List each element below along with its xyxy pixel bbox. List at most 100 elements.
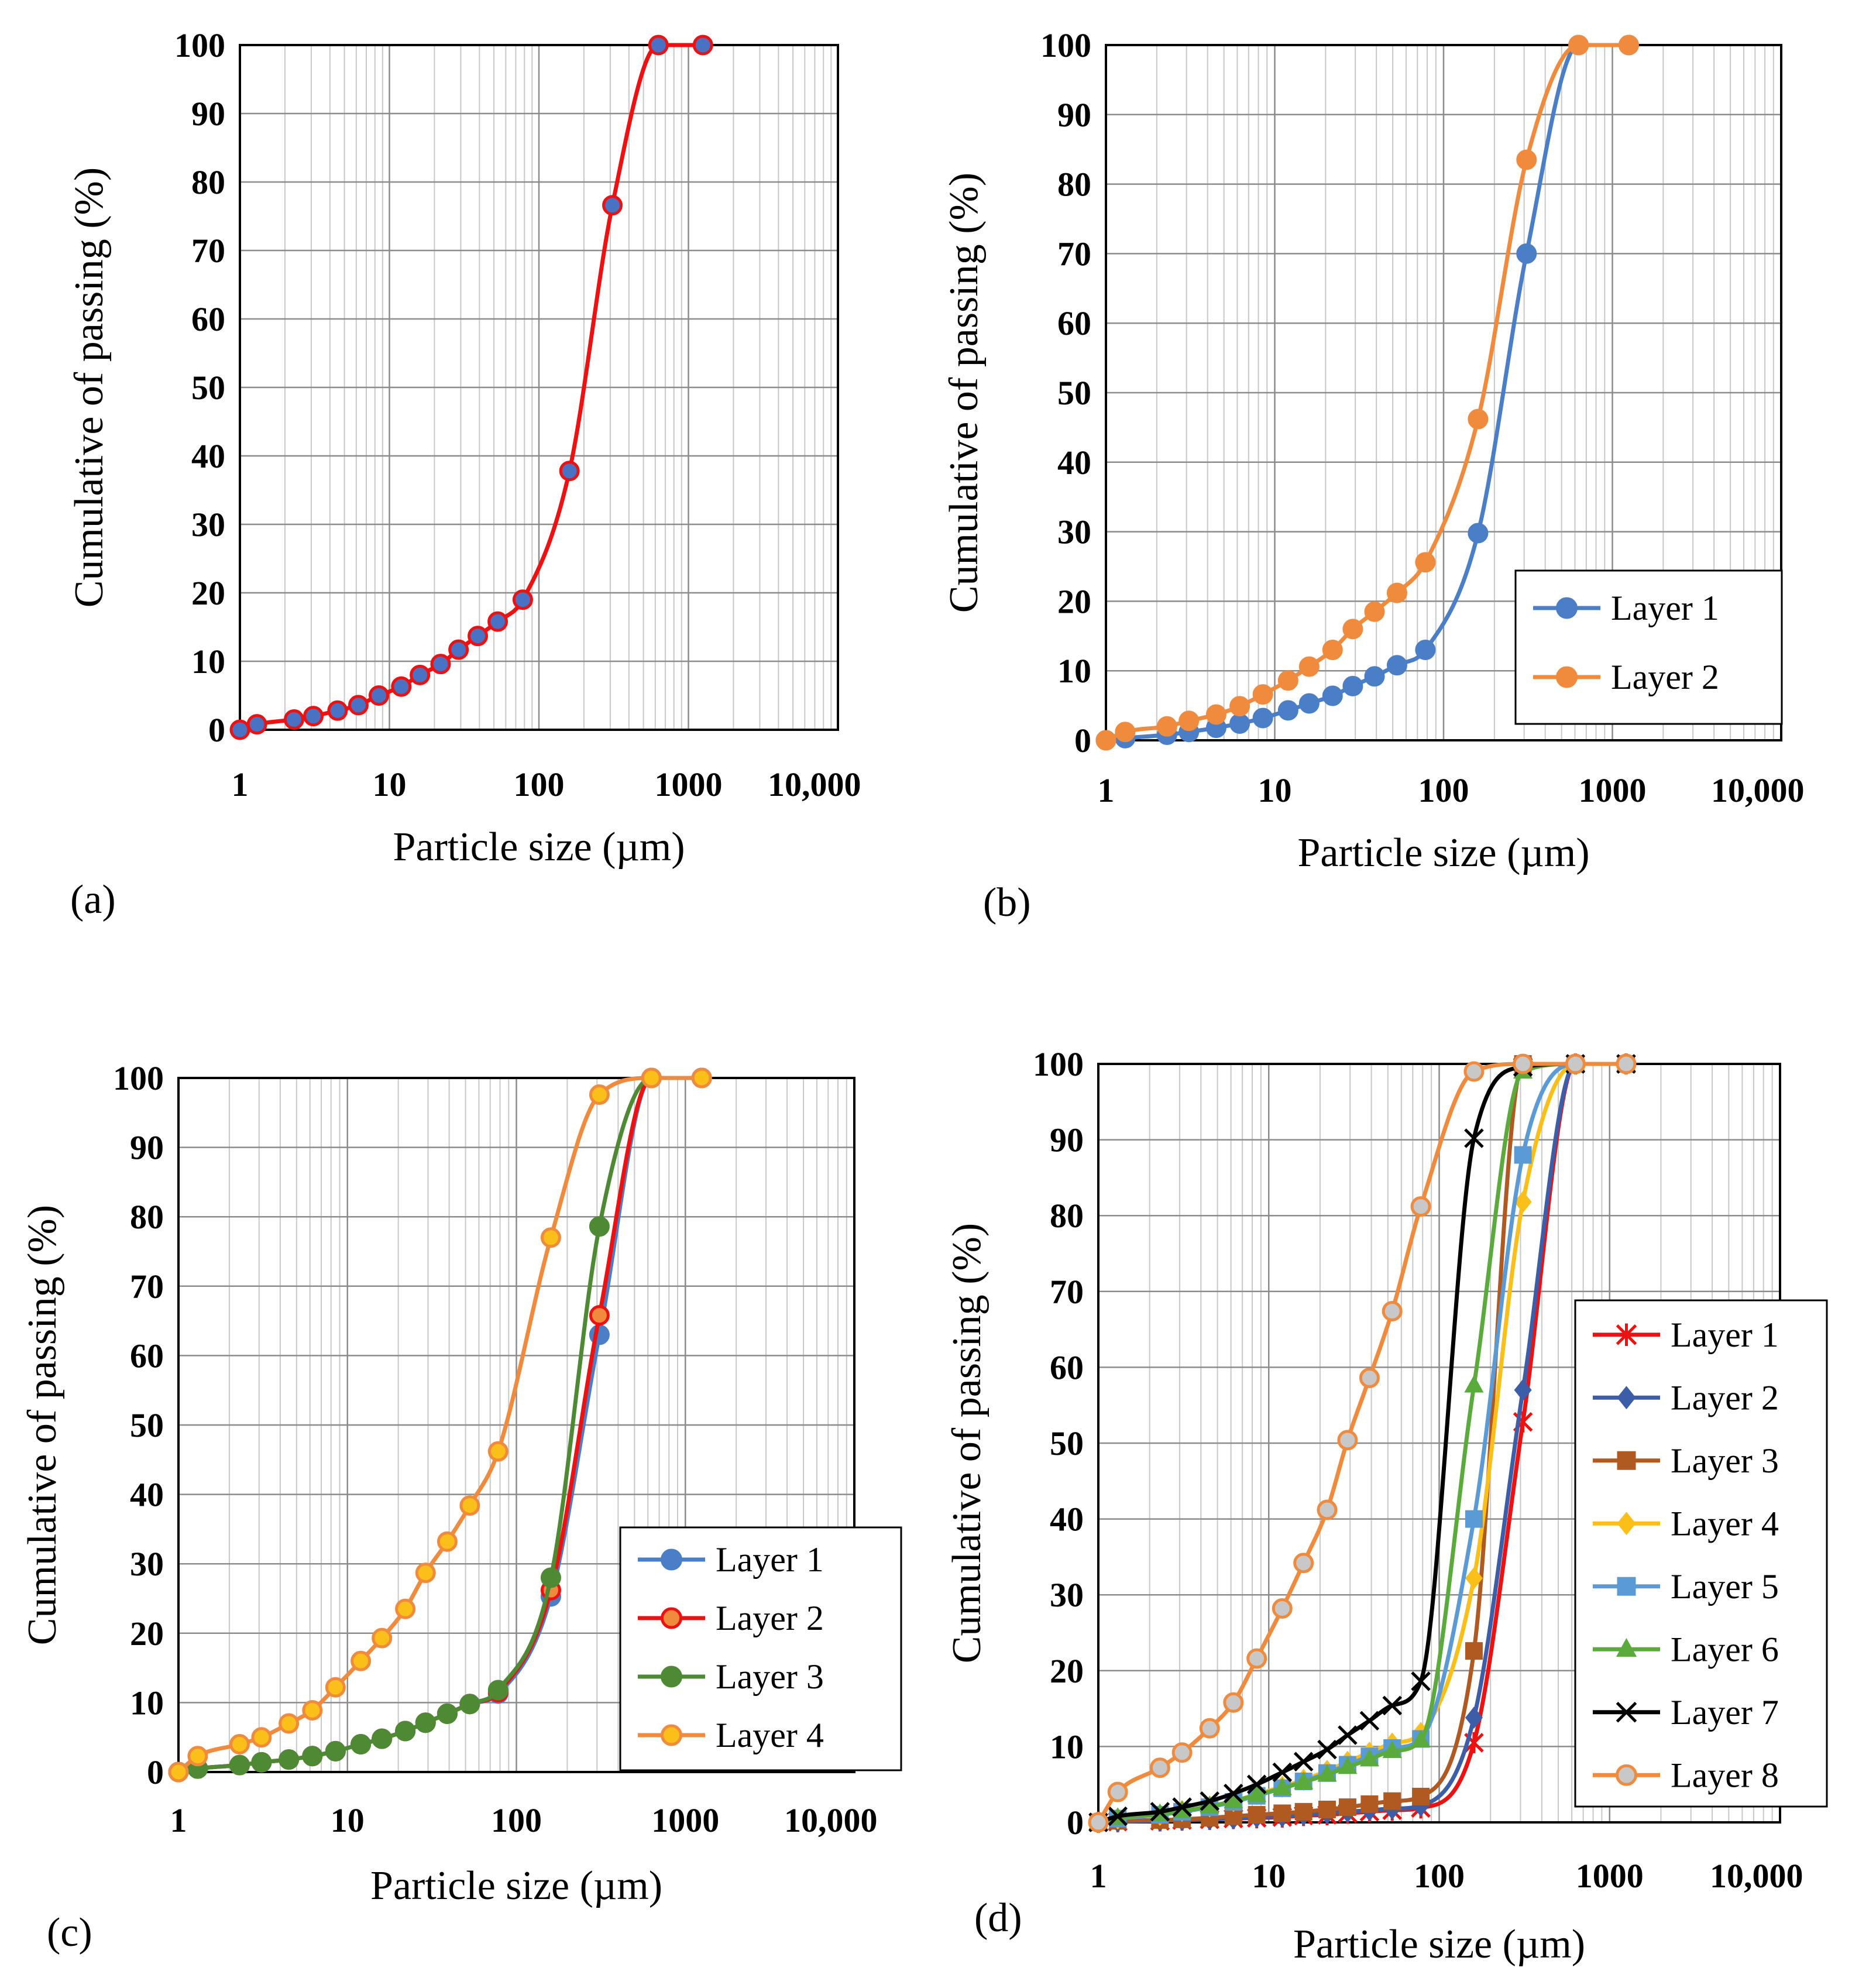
y-tick-label: 90 <box>191 95 225 133</box>
data-point <box>589 1084 610 1105</box>
y-tick-label: 90 <box>1057 96 1091 134</box>
x-tick-label: 100 <box>1414 1857 1465 1895</box>
x-tick-label: 1 <box>232 765 249 803</box>
data-point <box>1386 582 1407 603</box>
data-point <box>437 1531 458 1552</box>
x-axis-label: Particle size (µm) <box>1293 1922 1585 1967</box>
data-point <box>1088 1812 1109 1833</box>
data-point <box>1277 700 1298 721</box>
data-point <box>1360 1795 1379 1813</box>
y-tick-label: 30 <box>191 506 225 544</box>
legend: Layer 1 Layer 2 <box>1514 569 1783 725</box>
y-tick-label: 100 <box>1033 1045 1084 1083</box>
panel-label: (b) <box>983 880 1031 925</box>
data-point <box>1616 1053 1637 1074</box>
x-tick-label: 10,000 <box>1711 771 1805 809</box>
y-tick-label: 40 <box>1057 444 1091 482</box>
data-point <box>437 1703 458 1724</box>
data-point <box>1317 1499 1338 1520</box>
data-point <box>1382 1300 1403 1321</box>
data-point <box>1463 1061 1485 1082</box>
legend-marker <box>1616 1323 1637 1346</box>
data-point <box>1516 149 1537 170</box>
y-tick-label: 30 <box>1057 513 1091 551</box>
y-tick-label: 10 <box>1057 652 1091 690</box>
data-point <box>1465 1642 1483 1660</box>
data-point <box>1248 1806 1266 1824</box>
data-point <box>229 1754 250 1776</box>
data-point <box>1464 1128 1484 1148</box>
legend-entry: Layer 4 <box>1671 1504 1779 1543</box>
data-point <box>1514 1146 1532 1164</box>
data-point <box>372 1728 393 1749</box>
series-markers <box>168 1067 712 1783</box>
data-point <box>415 1563 436 1584</box>
y-tick-label: 50 <box>130 1406 164 1444</box>
y-tick-label: 80 <box>1050 1197 1084 1235</box>
data-point <box>410 664 431 685</box>
data-point <box>1317 1739 1337 1760</box>
data-point <box>1298 656 1320 677</box>
data-point <box>1298 693 1320 714</box>
data-point <box>1246 1774 1267 1794</box>
data-point <box>1338 1756 1358 1774</box>
x-tick-label: 10 <box>373 765 407 803</box>
data-point <box>1415 640 1436 661</box>
data-point <box>1294 1771 1314 1790</box>
y-tick-label: 0 <box>1067 1804 1084 1842</box>
data-point <box>325 1677 346 1698</box>
data-point <box>540 1227 561 1248</box>
y-tick-label: 50 <box>1050 1424 1084 1462</box>
legend-marker <box>661 1666 682 1688</box>
data-point <box>279 1749 300 1770</box>
panel-label: (a) <box>70 877 116 922</box>
data-point <box>251 1727 272 1748</box>
legend-marker <box>1617 1451 1636 1470</box>
y-tick-label: 30 <box>1050 1576 1084 1614</box>
y-tick-label: 60 <box>191 300 225 338</box>
data-point <box>351 1650 372 1671</box>
data-point <box>459 1495 480 1516</box>
data-point <box>1364 601 1385 622</box>
x-tick-label: 1 <box>1098 771 1115 809</box>
data-point <box>1318 1800 1336 1818</box>
y-tick-label: 10 <box>130 1684 164 1722</box>
y-tick-label: 20 <box>1050 1652 1084 1690</box>
x-tick-label: 100 <box>1418 771 1469 809</box>
data-point <box>1338 1798 1356 1817</box>
data-point <box>1465 1706 1483 1729</box>
y-tick-label: 10 <box>191 643 225 681</box>
data-point <box>512 589 533 610</box>
data-point <box>559 461 580 482</box>
y-axis-label: Cumulative of passing (%) <box>944 1223 989 1663</box>
data-point <box>1272 1762 1293 1783</box>
legend-marker <box>661 1548 682 1571</box>
data-point <box>540 1567 561 1588</box>
data-point <box>1294 1802 1312 1821</box>
data-point <box>1382 1740 1402 1759</box>
data-point <box>1178 710 1200 732</box>
data-point <box>1465 1510 1483 1528</box>
data-point <box>1277 670 1298 691</box>
series-group <box>229 35 713 740</box>
data-point <box>1224 1783 1243 1804</box>
data-point <box>251 1752 272 1773</box>
data-point <box>1247 1784 1267 1802</box>
legend-marker <box>1617 1512 1636 1536</box>
data-point <box>1382 1695 1402 1716</box>
legend-entry: Layer 2 <box>1611 658 1719 696</box>
legend-entry: Layer 6 <box>1671 1630 1779 1668</box>
data-point <box>415 1712 436 1733</box>
data-point <box>1513 1053 1534 1074</box>
y-tick-label: 0 <box>147 1753 164 1791</box>
data-point <box>1172 1797 1192 1817</box>
data-point <box>1273 1804 1291 1822</box>
legend: Layer 1 Layer 2 Layer 3 Layer 4 <box>619 1526 902 1771</box>
series-line-layer-6 <box>1098 1062 1626 1825</box>
data-point <box>1383 1792 1401 1810</box>
data-point <box>1200 1791 1220 1811</box>
x-tick-label: 100 <box>514 765 565 803</box>
data-point <box>1364 666 1385 687</box>
